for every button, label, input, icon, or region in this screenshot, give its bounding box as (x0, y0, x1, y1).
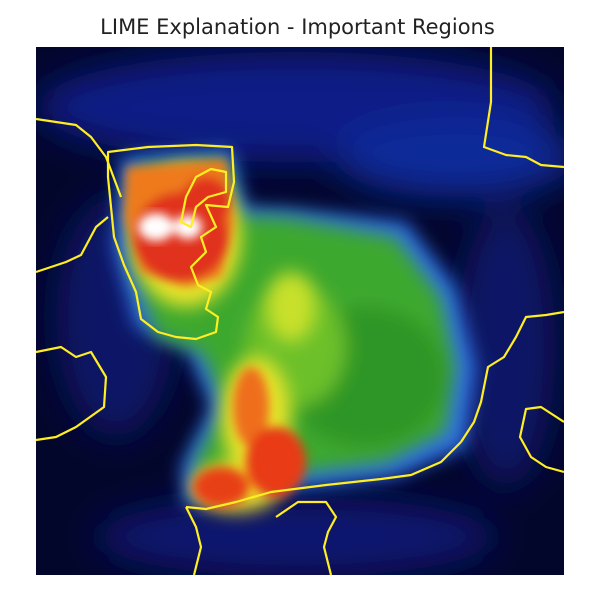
lime-heatmap-image (36, 47, 564, 575)
figure-title: LIME Explanation - Important Regions (100, 15, 495, 39)
background-glow (36, 52, 564, 575)
heatmap-svg (36, 47, 564, 575)
superpixel-boundaries (36, 47, 564, 575)
